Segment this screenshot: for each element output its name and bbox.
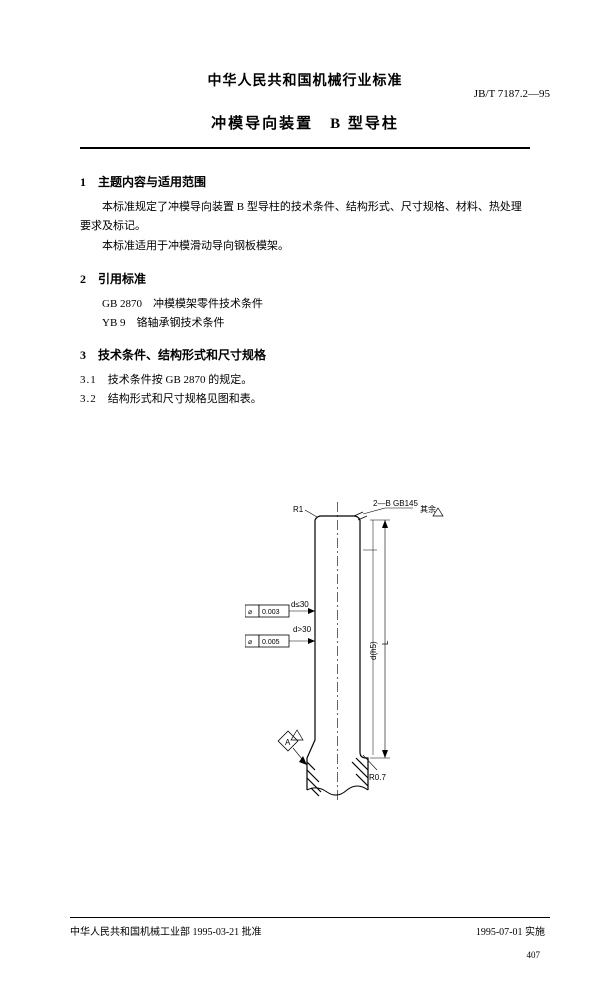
item-text: 结构形式和尺寸规格见图和表。 (108, 393, 262, 405)
tol2-sym: ⌀ (248, 639, 252, 646)
ref-2: YB 9 铬轴承钢技术条件 (80, 314, 530, 333)
dim-d: d(h5) (369, 641, 378, 660)
label-rest: 其余 (420, 504, 436, 514)
ref-2-title: 铬轴承钢技术条件 (137, 317, 225, 329)
section-3-item-2: 3.2 结构形式和尺寸规格见图和表。 (80, 390, 530, 409)
footer-approval: 中华人民共和国机械工业部 1995-03-21 批准 (70, 923, 262, 938)
header: 中华人民共和国机械行业标准 JB/T 7187.2—95 冲模导向装置 B 型导… (80, 70, 530, 133)
tol1-val: 0.003 (262, 609, 280, 616)
footer-effective: 1995-07-01 实施 (476, 923, 545, 938)
header-rule (80, 147, 530, 149)
ref-1-title: 冲模模架零件技术条件 (153, 298, 263, 310)
document-title: 冲模导向装置 B 型导柱 (80, 112, 530, 133)
section-3-heading: 3 技术条件、结构形式和尺寸规格 (80, 346, 530, 363)
item-num: 3.2 (80, 390, 97, 409)
section-1-para-1: 本标准规定了冲模导向装置 B 型导柱的技术条件、结构形式、尺寸规格、材料、热处理… (80, 198, 530, 235)
label-top-note: 2—B GB145 (373, 499, 418, 508)
section-1-heading: 1 主题内容与适用范围 (80, 173, 530, 190)
tol1-cond: d≤30 (291, 600, 309, 609)
standard-code: JB/T 7187.2—95 (474, 88, 550, 100)
section-3-item-1: 3.1 技术条件按 GB 2870 的规定。 (80, 371, 530, 390)
item-text: 技术条件按 GB 2870 的规定。 (108, 374, 253, 386)
datum-a: A (285, 738, 291, 747)
ref-1: GB 2870 冲模模架零件技术条件 (80, 295, 530, 314)
dim-l: L (381, 640, 390, 645)
section-2-heading: 2 引用标准 (80, 270, 530, 287)
label-r07: R0.7 (369, 773, 386, 782)
section-1-para-2: 本标准适用于冲模滑动导向钢板模架。 (80, 237, 530, 256)
item-num: 3.1 (80, 371, 97, 390)
footer-rule (70, 917, 550, 918)
page-number: 407 (527, 950, 541, 960)
ref-2-code: YB 9 (102, 317, 126, 329)
ref-1-code: GB 2870 (102, 298, 142, 310)
tol2-val: 0.005 (262, 639, 280, 646)
tol2-cond: d>30 (293, 625, 312, 634)
technical-figure: R1 2—B GB145 其余 L d(h5) ⌀ 0.003 d≤30 ⌀ 0… (245, 490, 445, 810)
tol1-sym: ⌀ (248, 609, 252, 616)
org-title: 中华人民共和国机械行业标准 (80, 70, 530, 90)
label-r1: R1 (293, 505, 304, 514)
